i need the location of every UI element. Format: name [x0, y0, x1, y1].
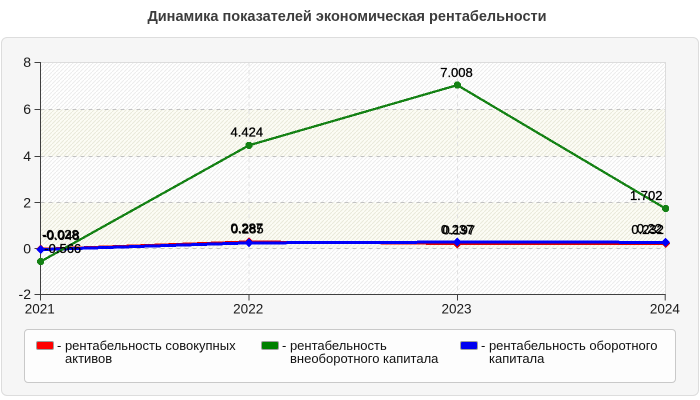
- svg-text:0: 0: [23, 240, 31, 256]
- svg-text:-0.048: -0.048: [43, 228, 80, 243]
- svg-text:-2: -2: [19, 286, 32, 302]
- svg-text:2: 2: [23, 194, 31, 210]
- svg-text:0.285: 0.285: [231, 221, 264, 236]
- svg-text:0.232: 0.232: [631, 222, 664, 237]
- svg-text:6: 6: [23, 101, 31, 117]
- svg-text:2021: 2021: [25, 302, 55, 317]
- svg-text:2024: 2024: [650, 302, 681, 317]
- svg-text:4: 4: [23, 148, 31, 164]
- svg-text:0.22: 0.22: [637, 221, 662, 236]
- svg-text:0.197: 0.197: [443, 223, 476, 238]
- svg-text:2022: 2022: [233, 302, 263, 317]
- svg-text:0.287: 0.287: [231, 221, 264, 236]
- svg-text:8: 8: [23, 54, 31, 70]
- svg-text:4.424: 4.424: [231, 125, 264, 140]
- svg-text:-0.566: -0.566: [44, 241, 81, 256]
- svg-text:0.237: 0.237: [441, 222, 474, 237]
- svg-text:2023: 2023: [441, 302, 471, 317]
- svg-text:7.008: 7.008: [440, 65, 473, 80]
- svg-text:1.702: 1.702: [630, 188, 663, 203]
- svg-text:-0.028: -0.028: [42, 227, 79, 242]
